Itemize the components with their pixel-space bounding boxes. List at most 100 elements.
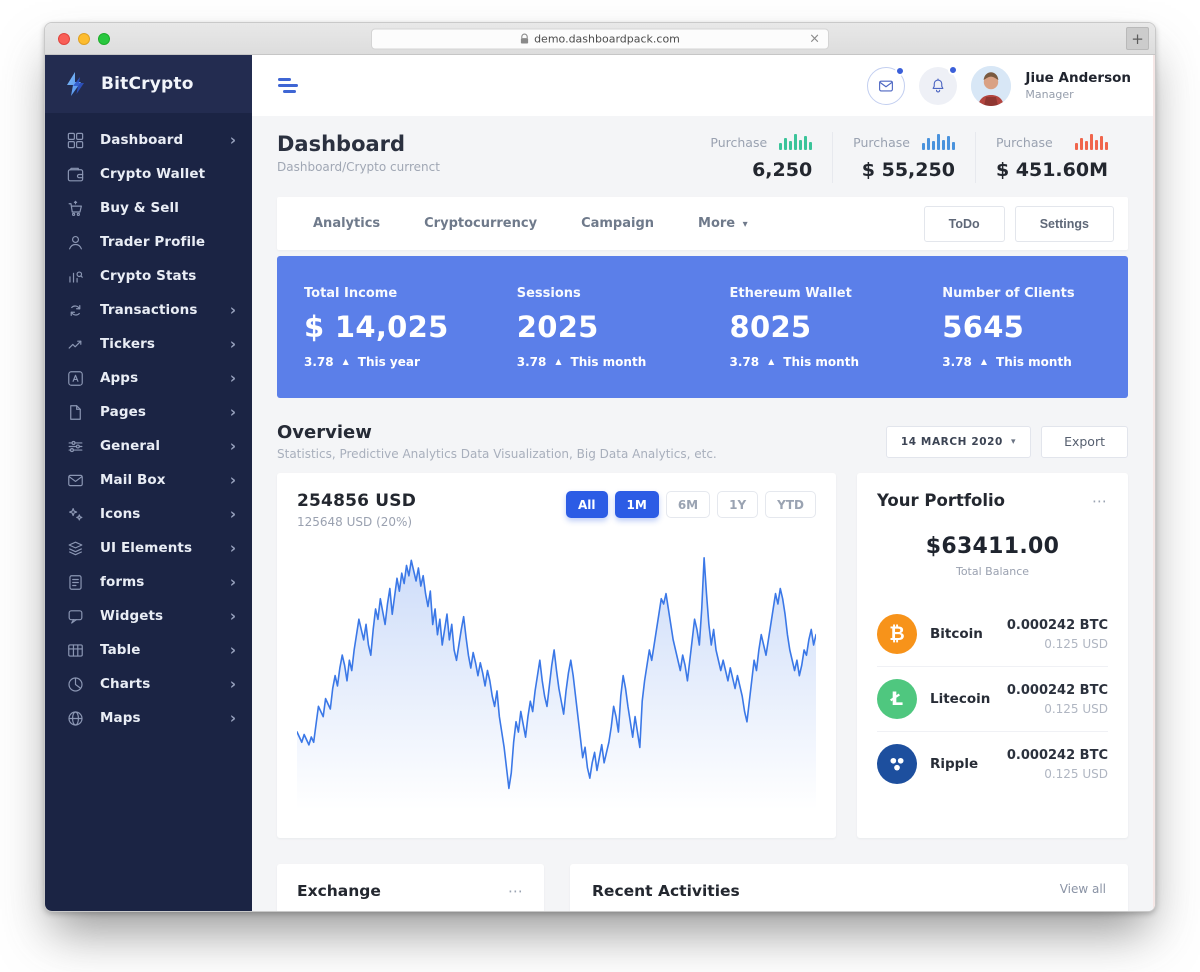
export-button[interactable]: Export <box>1041 425 1128 458</box>
brand-logo[interactable]: BitCrypto <box>45 55 252 113</box>
minimize-window-button[interactable] <box>78 32 90 45</box>
sidebar-item-icons[interactable]: Icons › <box>45 497 252 531</box>
wallet-icon <box>66 165 85 184</box>
mini-bar-chart-icon <box>779 134 813 150</box>
range-1y-button[interactable]: 1Y <box>717 491 759 518</box>
settings-button[interactable]: Settings <box>1014 205 1114 242</box>
sidebar-item-dashboard[interactable]: Dashboard › <box>45 123 252 157</box>
sidebar-item-apps[interactable]: Apps › <box>45 361 252 395</box>
sidebar-item-table[interactable]: Table › <box>45 633 252 667</box>
balance-label: Total Balance <box>955 565 1030 578</box>
sidebar-item-widgets[interactable]: Widgets › <box>45 599 252 633</box>
range-ytd-button[interactable]: YTD <box>765 491 816 518</box>
sidebar-item-ui-elements[interactable]: UI Elements › <box>45 531 252 565</box>
close-window-button[interactable] <box>58 32 70 45</box>
stats-banner: Total Income $ 14,025 3.78 ▲ This year S… <box>277 256 1128 398</box>
user-menu[interactable]: Jiue Anderson Manager <box>1025 70 1131 101</box>
price-chart-card: 254856 USD 125648 USD (20%) All 1M 6M 1Y… <box>277 473 836 838</box>
todo-button[interactable]: ToDo <box>923 205 1005 242</box>
sidebar-item-crypto-stats[interactable]: Crypto Stats <box>45 259 252 293</box>
purchase-value: $ 55,250 <box>861 159 955 181</box>
coin-amount: 0.000242 BTC <box>1006 747 1108 763</box>
chevron-right-icon: › <box>229 131 236 149</box>
sidebar-item-buy-sell[interactable]: Buy & Sell <box>45 191 252 225</box>
exchange-card: Exchange ⋯ <box>277 864 544 911</box>
page-content: Dashboard Dashboard/Crypto currenct Purc… <box>252 116 1153 911</box>
date-filter-dropdown[interactable]: 14 MARCH 2020 ▾ <box>885 425 1032 458</box>
user-avatar[interactable] <box>971 65 1012 106</box>
range-all-button[interactable]: All <box>566 491 608 518</box>
sidebar-item-label: Table <box>100 642 141 658</box>
clear-url-icon[interactable]: × <box>809 31 820 46</box>
sidebar-item-label: Trader Profile <box>100 234 206 250</box>
sidebar-item-transactions[interactable]: Transactions › <box>45 293 252 327</box>
chevron-right-icon: › <box>229 471 236 489</box>
coin-usd: 0.125 USD <box>1044 701 1108 716</box>
coin-row-litecoin[interactable]: Ł Litecoin 0.000242 BTC 0.125 USD <box>877 667 1108 732</box>
range-6m-button[interactable]: 6M <box>665 491 711 518</box>
layers-icon <box>66 539 85 558</box>
exchange-more-icon[interactable]: ⋯ <box>508 882 524 900</box>
up-arrow-icon: ▲ <box>980 357 988 366</box>
purchase-label: Purchase <box>853 134 910 150</box>
globe-icon <box>66 709 85 728</box>
widgets-icon <box>66 607 85 626</box>
coin-name: Ripple <box>930 756 979 772</box>
tab-campaign[interactable]: Campaign <box>581 216 655 231</box>
pie-chart-icon <box>66 675 85 694</box>
stat-value: $ 14,025 <box>304 309 449 344</box>
sidebar-item-trader-profile[interactable]: Trader Profile <box>45 225 252 259</box>
tab-more[interactable]: More ▾ <box>698 216 748 231</box>
coin-name: Litecoin <box>930 691 991 707</box>
coin-row-ripple[interactable]: Ripple 0.000242 BTC 0.125 USD <box>877 732 1108 796</box>
view-all-link[interactable]: View all <box>1059 882 1106 896</box>
sidebar-item-charts[interactable]: Charts › <box>45 667 252 701</box>
purchase-value: $ 451.60M <box>995 159 1108 181</box>
sidebar-item-label: Buy & Sell <box>100 200 180 216</box>
range-1m-button[interactable]: 1M <box>614 491 659 518</box>
sidebar-item-general[interactable]: General › <box>45 429 252 463</box>
purchase-value: 6,250 <box>752 159 813 181</box>
url-text: demo.dashboardpack.com <box>534 32 680 45</box>
sidebar-item-mail-box[interactable]: Mail Box › <box>45 463 252 497</box>
tab-more-label: More <box>698 216 736 231</box>
overview-actions: 14 MARCH 2020 ▾ Export <box>885 425 1128 458</box>
sidebar-item-label: Pages <box>100 404 146 420</box>
chevron-right-icon: › <box>229 641 236 659</box>
portfolio-more-icon[interactable]: ⋯ <box>1092 491 1108 510</box>
chevron-right-icon: › <box>229 539 236 557</box>
sidebar-item-label: Dashboard <box>100 132 184 148</box>
coin-list: ₿ Bitcoin 0.000242 BTC 0.125 USD Ł <box>877 602 1108 796</box>
overview-title: Overview <box>277 422 372 443</box>
caret-down-icon: ▾ <box>1010 436 1017 447</box>
overview-cards: 254856 USD 125648 USD (20%) All 1M 6M 1Y… <box>277 473 1128 838</box>
up-arrow-icon: ▲ <box>555 357 562 366</box>
sidebar-item-maps[interactable]: Maps › <box>45 701 252 735</box>
sidebar-item-pages[interactable]: Pages › <box>45 395 252 429</box>
sidebar-item-label: Charts <box>100 676 151 692</box>
zoom-window-button[interactable] <box>98 32 110 45</box>
coin-usd: 0.125 USD <box>1044 766 1108 781</box>
hamburger-menu-icon[interactable] <box>278 78 298 93</box>
sidebar-item-label: Mail Box <box>100 472 166 488</box>
new-tab-button[interactable]: + <box>1126 27 1149 50</box>
coin-row-bitcoin[interactable]: ₿ Bitcoin 0.000242 BTC 0.125 USD <box>877 602 1108 667</box>
sidebar-item-crypto-wallet[interactable]: Crypto Wallet <box>45 157 252 191</box>
url-bar[interactable]: demo.dashboardpack.com × <box>371 28 829 49</box>
notifications-button[interactable] <box>919 64 959 105</box>
sidebar-menu: Dashboard › Crypto Wallet Buy & Sell Tra… <box>45 113 252 735</box>
recent-activities-title: Recent Activities <box>592 882 740 900</box>
purchase-label: Purchase <box>710 134 768 150</box>
tab-cryptocurrency[interactable]: Cryptocurrency <box>424 216 538 231</box>
up-arrow-icon: ▲ <box>342 357 349 366</box>
trending-icon <box>66 335 85 354</box>
stat-period: This year <box>357 354 420 369</box>
sidebar-item-tickers[interactable]: Tickers › <box>45 327 252 361</box>
chart-subvalue: 125648 USD (20%) <box>297 515 413 529</box>
stat-period: This month <box>783 354 859 369</box>
tab-analytics[interactable]: Analytics <box>313 216 381 231</box>
messages-button[interactable] <box>867 65 906 105</box>
sidebar-item-forms[interactable]: forms › <box>45 565 252 599</box>
ripple-icon <box>877 744 917 784</box>
chevron-right-icon: › <box>229 675 236 693</box>
